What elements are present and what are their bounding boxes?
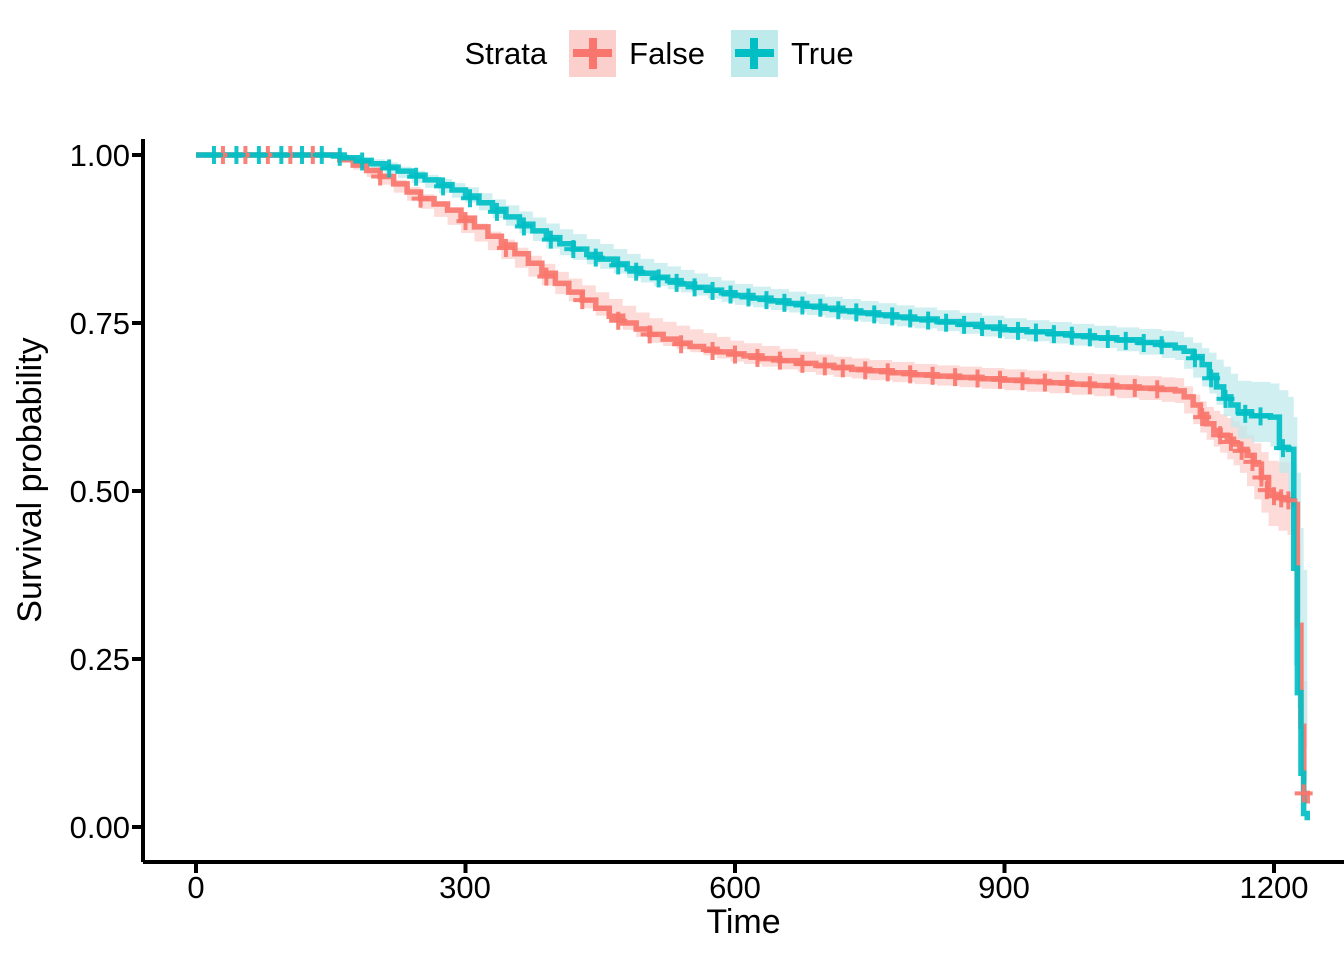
legend-title: Strata xyxy=(464,35,548,71)
y-tick-label-1: 1.00 xyxy=(69,138,130,173)
x-tick-label-0: 0 xyxy=(187,870,205,905)
x-tick-label-1200: 1200 xyxy=(1239,870,1309,905)
x-tick-label-300: 300 xyxy=(439,870,491,905)
legend-label-true: True xyxy=(790,35,854,71)
x-tick-label-900: 900 xyxy=(978,870,1030,905)
legend: Strata False True xyxy=(0,22,1344,84)
legend-item-true[interactable]: True xyxy=(730,29,880,77)
y-tick-label-050: 0.50 xyxy=(69,474,130,509)
y-tick-label-025: 0.25 xyxy=(69,642,130,677)
legend-key-true-icon xyxy=(730,29,778,77)
legend-key-false-icon xyxy=(569,29,617,77)
legend-label-false: False xyxy=(629,35,705,71)
y-tick-label-0: 0.00 xyxy=(69,810,130,845)
x-axis-title: Time xyxy=(706,903,781,941)
x-tick-label-600: 600 xyxy=(709,870,761,905)
y-tick-label-075: 0.75 xyxy=(69,306,130,341)
legend-item-false[interactable]: False xyxy=(569,29,731,77)
y-axis-title: Survival probability xyxy=(11,337,49,623)
